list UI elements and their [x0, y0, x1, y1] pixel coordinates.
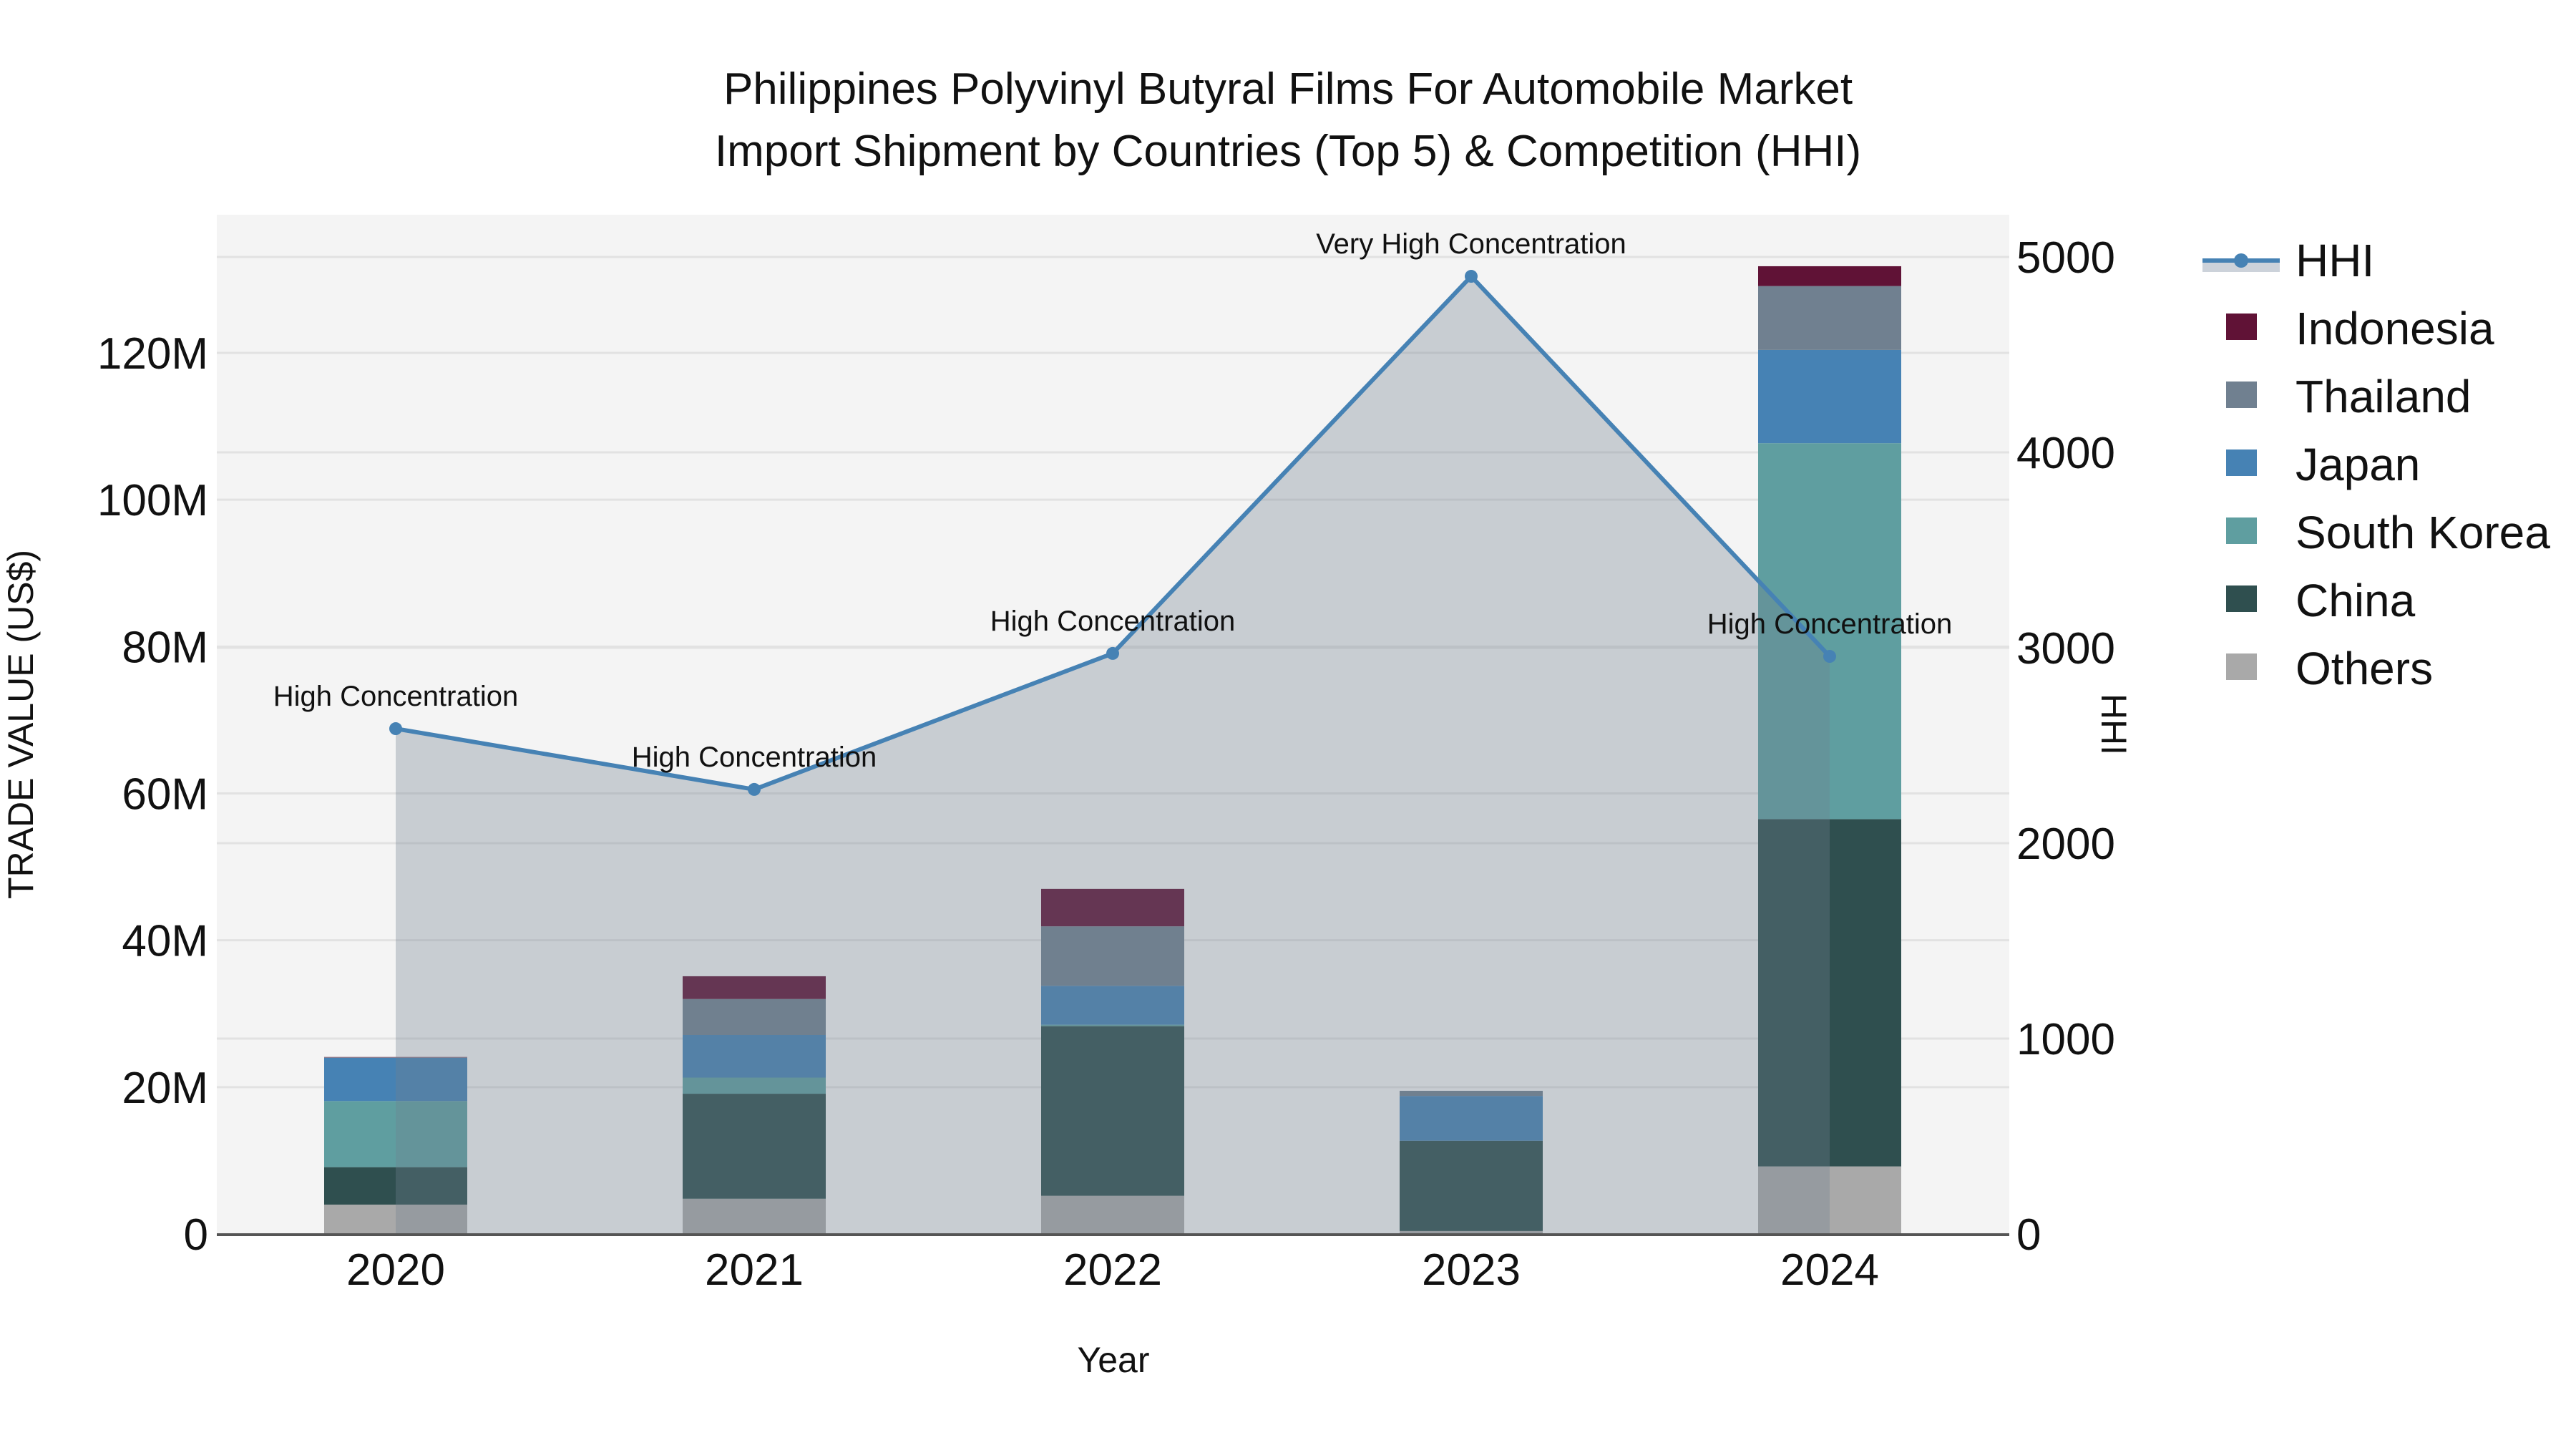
legend-item-china[interactable]: China — [2226, 575, 2416, 626]
legend-swatch-icon — [2226, 585, 2257, 612]
bar-segment-south-korea[interactable] — [324, 1101, 467, 1167]
hhi-annotation: Very High Concentration — [1316, 228, 1626, 260]
legend-item-hhi[interactable]: HHI — [2202, 235, 2374, 286]
x-tick-label: 2023 — [1422, 1245, 1521, 1295]
bar-stack-2023[interactable] — [1400, 1090, 1543, 1234]
bar-segment-south-korea[interactable] — [683, 1077, 826, 1094]
y-right-tick-label: 0 — [2016, 1210, 2041, 1260]
hhi-point[interactable] — [748, 782, 761, 796]
legend-label: Indonesia — [2296, 303, 2494, 354]
hhi-area — [396, 276, 1830, 1235]
legend-swatch-icon — [2226, 653, 2257, 680]
y-right-tick-label: 5000 — [2016, 233, 2115, 283]
bar-segment-indonesia[interactable] — [1041, 888, 1184, 927]
bar-segment-others[interactable] — [683, 1198, 826, 1234]
y-right-tick-label: 3000 — [2016, 624, 2115, 674]
bar-stack-2024[interactable] — [1758, 266, 1901, 1234]
legend-swatch-icon — [2226, 517, 2257, 544]
legend-label: HHI — [2296, 235, 2374, 286]
y-left-tick-label: 120M — [97, 329, 208, 379]
bar-segment-others[interactable] — [1758, 1166, 1901, 1234]
legend-label: Japan — [2296, 439, 2420, 490]
legend-item-thailand[interactable]: Thailand — [2226, 371, 2472, 422]
y-left-tick-label: 40M — [122, 917, 208, 966]
legend-item-south-korea[interactable]: South Korea — [2226, 507, 2550, 558]
bar-stack-2020[interactable] — [324, 1056, 467, 1234]
hhi-series — [389, 270, 1836, 1235]
bar-segment-china[interactable] — [1041, 1026, 1184, 1196]
hhi-point[interactable] — [1823, 650, 1836, 664]
legend-item-indonesia[interactable]: Indonesia — [2226, 303, 2494, 354]
x-tick-label: 2021 — [705, 1245, 804, 1295]
hhi-point[interactable] — [389, 722, 402, 736]
hhi-annotations: High Concentration High Concentration High… — [273, 228, 1952, 773]
y-left-tick-label: 20M — [122, 1064, 208, 1113]
bar-segment-thailand[interactable] — [324, 1057, 467, 1058]
hhi-point[interactable] — [1106, 646, 1119, 660]
bar-segment-others[interactable] — [1041, 1195, 1184, 1234]
y-right-tick-label: 1000 — [2016, 1015, 2115, 1064]
x-tick-label: 2024 — [1780, 1245, 1879, 1295]
legend-label: Others — [2296, 643, 2433, 694]
bar-segment-indonesia[interactable] — [1758, 266, 1901, 286]
y-axis-right-title: HHI — [2094, 694, 2134, 755]
x-tick-label: 2022 — [1063, 1245, 1162, 1295]
legend-label: South Korea — [2296, 507, 2550, 558]
bar-segment-indonesia[interactable] — [324, 1056, 467, 1058]
y-left-tick-label: 80M — [122, 623, 208, 672]
bar-stack-2021[interactable] — [683, 976, 826, 1234]
x-axis-title: Year — [1077, 1340, 1149, 1380]
bar-segment-japan[interactable] — [1758, 349, 1901, 444]
bar-segment-thailand[interactable] — [683, 998, 826, 1035]
hhi-annotation: High Concentration — [273, 681, 518, 712]
y-right-tick-label: 2000 — [2016, 820, 2115, 869]
y-axis-left-title: TRADE VALUE (US$) — [1, 550, 41, 899]
bar-segment-japan[interactable] — [1400, 1096, 1543, 1141]
bar-segment-thailand[interactable] — [1041, 926, 1184, 986]
legend-swatch-icon — [2226, 314, 2257, 340]
hhi-point[interactable] — [1465, 270, 1478, 283]
bar-segment-thailand[interactable] — [1758, 286, 1901, 350]
y-right-tick-label: 4000 — [2016, 429, 2115, 478]
bar-segment-others[interactable] — [1400, 1230, 1543, 1234]
chart-title-line2: Import Shipment by Countries (Top 5) & C… — [715, 127, 1861, 176]
legend-swatch-icon — [2226, 382, 2257, 408]
hhi-annotation: High Concentration — [632, 742, 877, 773]
legend-label: Thailand — [2296, 371, 2472, 422]
bar-segment-thailand[interactable] — [1400, 1090, 1543, 1097]
stacked-bars — [324, 266, 1901, 1234]
hhi-annotation: High Concentration — [990, 606, 1235, 637]
axes: 0 20M 40M 60M 80M 100M 120M 0 1000 2000 3000 4000 50… — [97, 233, 2115, 1295]
legend-item-others[interactable]: Others — [2226, 643, 2433, 694]
bar-segment-indonesia[interactable] — [683, 976, 826, 999]
bar-segment-south-korea[interactable] — [1041, 1024, 1184, 1026]
bar-segment-others[interactable] — [324, 1204, 467, 1234]
bar-stack-2022[interactable] — [1041, 888, 1184, 1234]
bar-segment-japan[interactable] — [1041, 986, 1184, 1025]
legend-swatch-icon — [2226, 449, 2257, 476]
bar-segment-japan[interactable] — [324, 1057, 467, 1102]
y-left-tick-label: 60M — [122, 770, 208, 820]
hhi-annotation: High Concentration — [1707, 608, 1952, 640]
y-left-tick-label: 0 — [184, 1210, 208, 1260]
chart-title-line1: Philippines Polyvinyl Butyral Films For … — [723, 64, 1853, 114]
bar-segment-china[interactable] — [1758, 819, 1901, 1167]
y-left-tick-label: 100M — [97, 476, 208, 525]
legend-item-japan[interactable]: Japan — [2226, 439, 2420, 490]
bar-segment-china[interactable] — [683, 1094, 826, 1199]
bar-segment-south-korea[interactable] — [1758, 443, 1901, 820]
legend-label: China — [2296, 575, 2416, 626]
bar-segment-japan[interactable] — [683, 1034, 826, 1078]
bar-segment-china[interactable] — [324, 1167, 467, 1205]
legend-hhi-marker-icon — [2234, 253, 2248, 268]
bar-segment-china[interactable] — [1400, 1140, 1543, 1231]
x-tick-label: 2020 — [346, 1245, 445, 1295]
legend: HHI Indonesia Thailand Japan South Korea Chin… — [2202, 235, 2550, 694]
